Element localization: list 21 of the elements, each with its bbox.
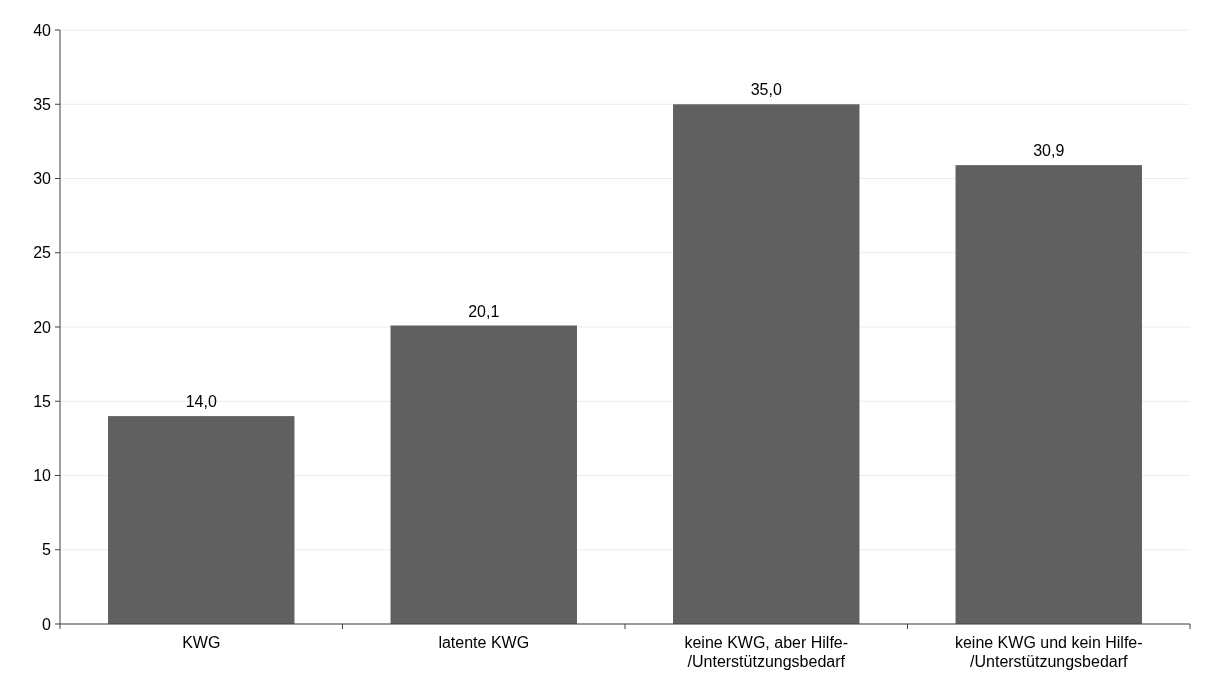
x-tick-label: latente KWG (438, 634, 530, 651)
y-tick-label: 35 (33, 95, 52, 113)
y-tick-label: 40 (33, 21, 52, 39)
y-tick-label: 15 (33, 392, 52, 410)
x-tick-label: keine KWG, aber Hilfe-/Unterstützungsbedarf (684, 634, 849, 670)
bar (108, 416, 295, 624)
data-label: 14,0 (185, 393, 217, 411)
y-tick-label: 20 (33, 318, 52, 336)
y-tick-label: 0 (42, 615, 52, 633)
x-tick-label: KWG (182, 634, 221, 651)
y-tick-label: 10 (33, 467, 52, 485)
data-label: 30,9 (1033, 142, 1065, 160)
x-tick-label: keine KWG und kein Hilfe-/Unterstützungsbedarf (954, 634, 1143, 670)
data-label: 35,0 (750, 81, 782, 99)
bar (955, 165, 1142, 624)
bar (390, 325, 577, 624)
data-label: 20,1 (468, 302, 500, 320)
bar (673, 104, 860, 624)
y-tick-label: 5 (42, 541, 52, 559)
y-tick-label: 30 (33, 170, 52, 188)
y-tick-label: 25 (33, 244, 52, 262)
